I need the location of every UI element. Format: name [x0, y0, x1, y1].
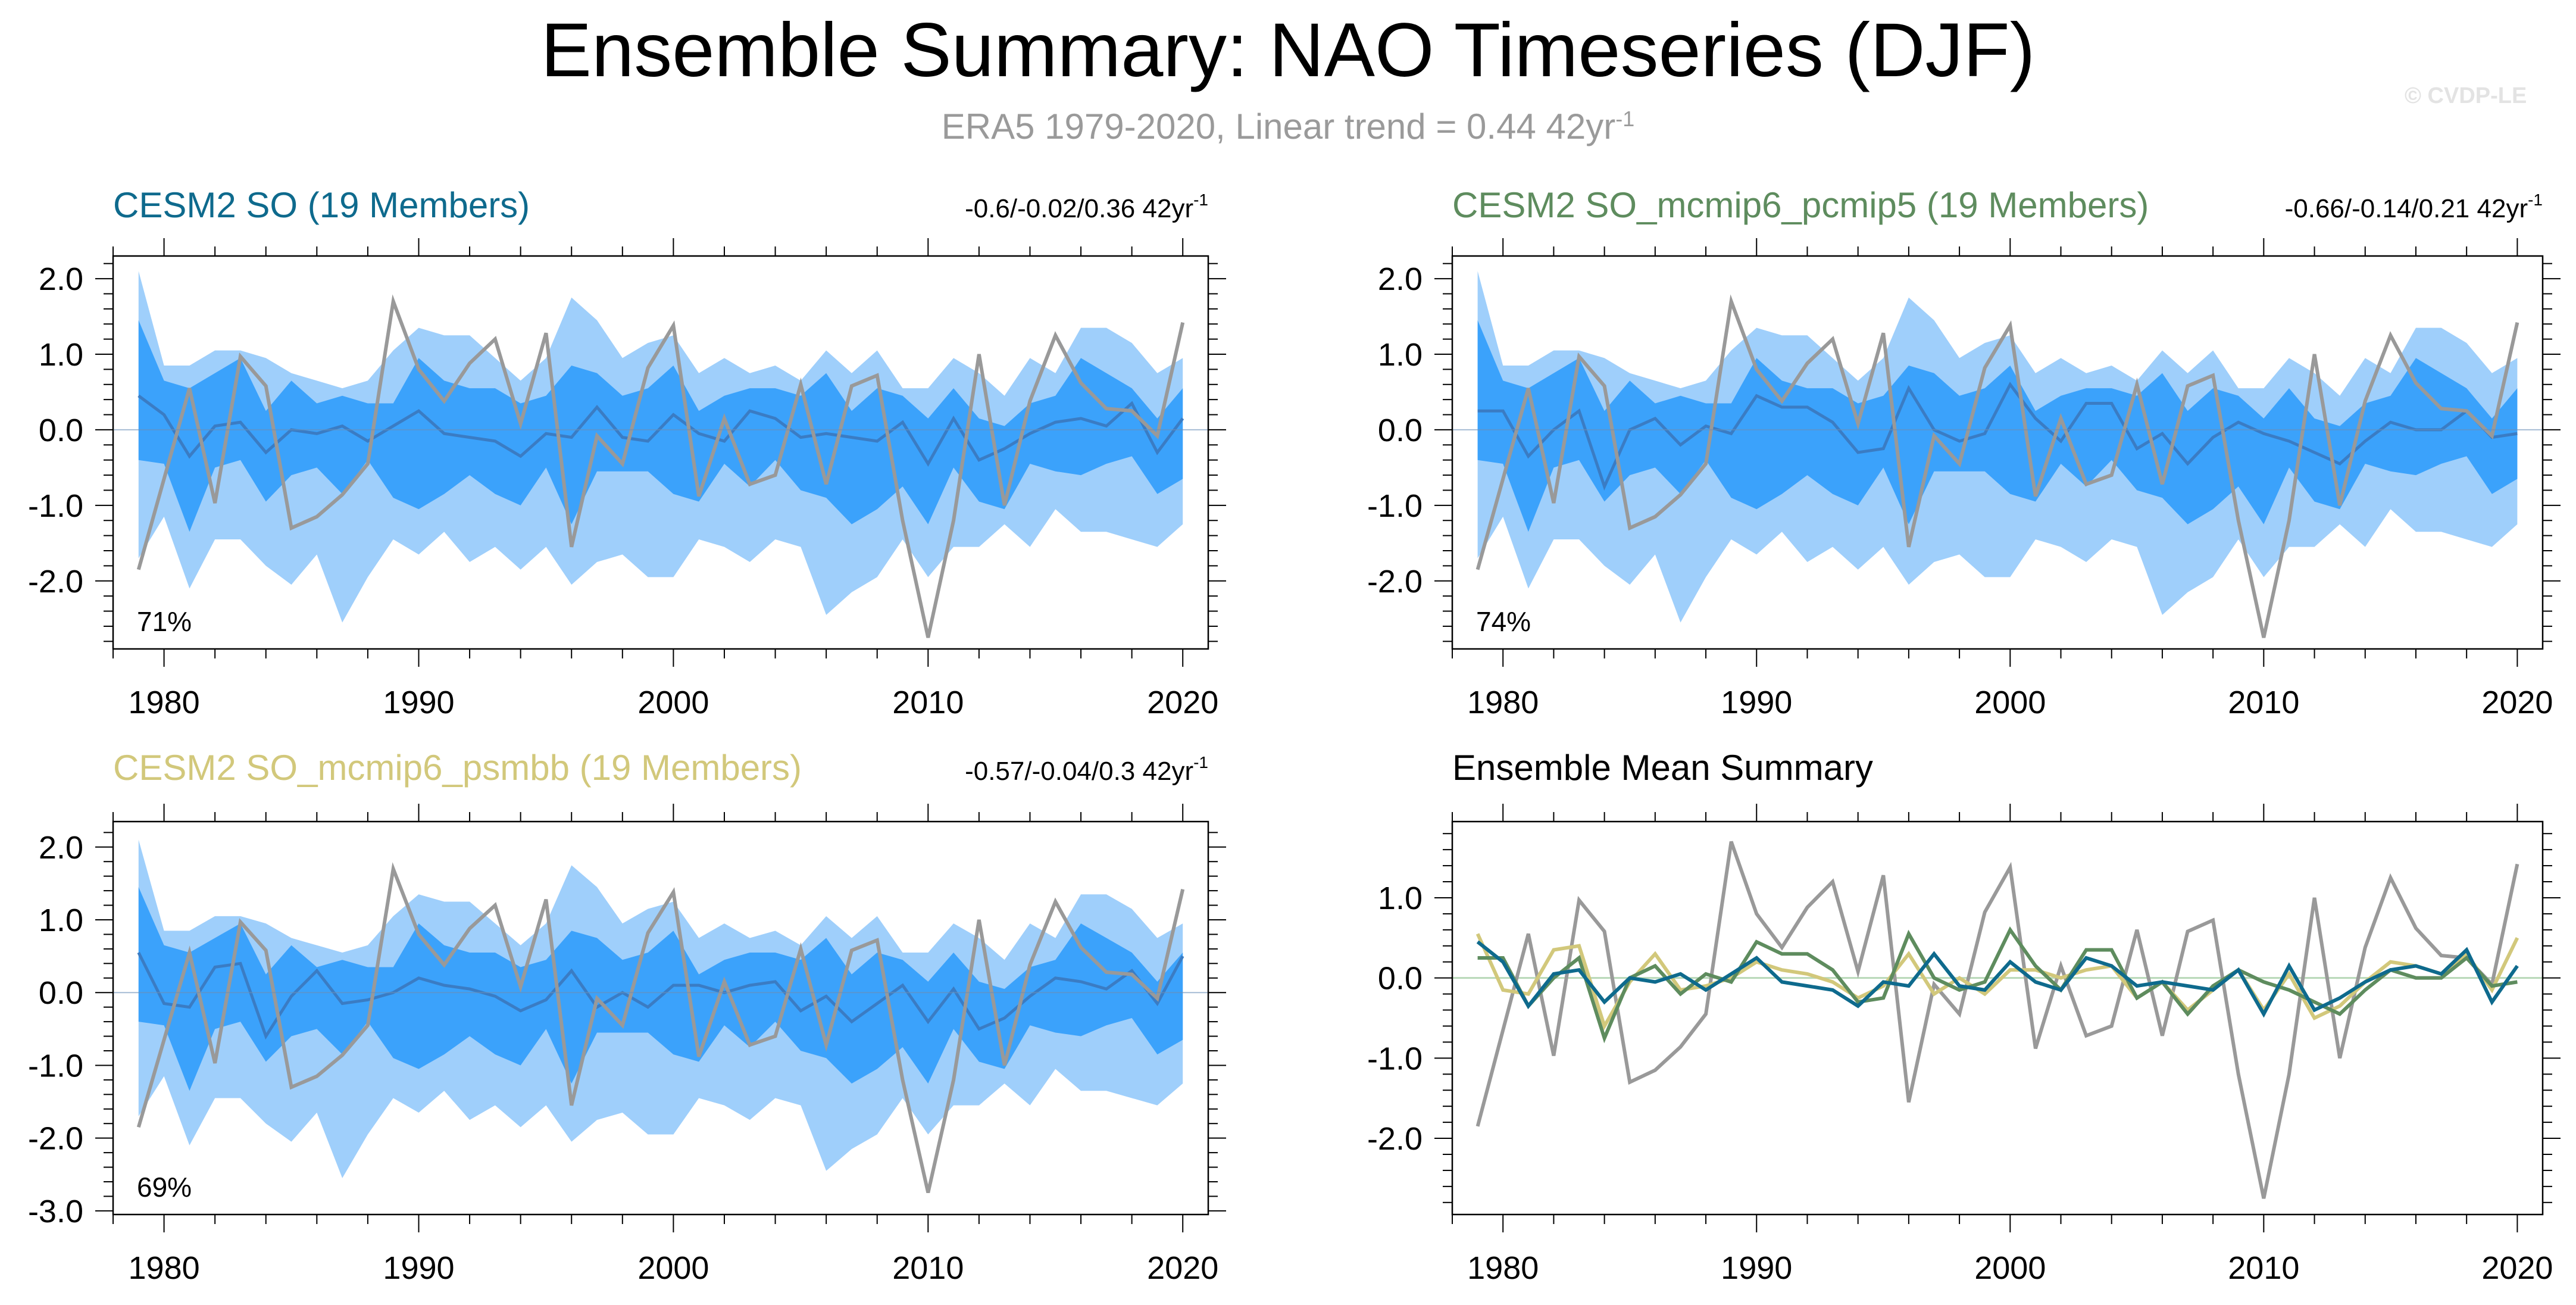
plot-frame [112, 255, 1209, 650]
panel-title: CESM2 SO_mcmip6_pcmip5 (19 Members) [1452, 185, 2149, 225]
y-tick-label: -2.0 [1367, 1121, 1423, 1157]
y-tick-label: 2.0 [1378, 261, 1423, 297]
observed-nao-line [1475, 294, 2519, 638]
ensemble-mean-line [137, 951, 1184, 1040]
plot-frame [1451, 255, 2544, 650]
ensemble-mean-line [137, 394, 1184, 467]
x-tick-label: 1990 [1721, 1250, 1792, 1286]
trend-stats-exponent: -1 [2528, 191, 2543, 209]
panel-2: CESM2 SO_mcmip6_pcmip5 (19 Members) -0.66… [1367, 185, 2561, 720]
x-tick-label: 1990 [1721, 685, 1792, 720]
x-tick-label: 1990 [383, 685, 454, 720]
x-tick-label: 2010 [2228, 1250, 2299, 1286]
y-tick-label: -1.0 [28, 488, 83, 524]
y-tick-label: 2.0 [39, 261, 83, 297]
trend-stats-exponent: -1 [1193, 191, 1208, 209]
panel-1: CESM2 SO (19 Members) -0.6/-0.02/0.36 42y… [28, 185, 1226, 720]
y-tick-label: -3.0 [28, 1194, 83, 1229]
trend-stats-text: -0.66/-0.14/0.21 42yr [2285, 194, 2528, 223]
x-tick-label: 1990 [383, 1250, 454, 1286]
panel-title: Ensemble Mean Summary [1452, 748, 1873, 788]
y-tick-label: 0.0 [1378, 413, 1423, 448]
copyright-watermark: © CVDP-LE [2405, 83, 2527, 108]
observed-nao-line [136, 862, 1185, 1193]
x-tick-label: 1980 [129, 1250, 200, 1286]
x-tick-label: 2010 [892, 1250, 964, 1286]
psmbb-mean-line [1475, 933, 2519, 1031]
figure-title: Ensemble Summary: NAO Timeseries (DJF) [540, 8, 2036, 93]
x-tick-label: 2020 [1147, 1250, 1218, 1286]
y-tick-label: -1.0 [1367, 1041, 1423, 1076]
panel-3: CESM2 SO_mcmip6_psmbb (19 Members) -0.57/… [28, 748, 1226, 1286]
plot-area [113, 271, 1208, 638]
y-tick-label: 1.0 [39, 903, 83, 938]
trend-stats: -0.66/-0.14/0.21 42yr-1 [2285, 191, 2543, 223]
ensemble-mean-line [1477, 382, 2518, 491]
x-tick-label: 2000 [1974, 685, 2046, 720]
x-tick-label: 2020 [2481, 685, 2553, 720]
pcmip5-mean-line [1477, 926, 2518, 1044]
y-tick-label: -1.0 [1367, 488, 1423, 524]
x-tick-label: 1980 [129, 685, 200, 720]
subtitle-text: ERA5 1979-2020, Linear trend = 0.44 42yr [941, 107, 1616, 146]
y-tick-label: -2.0 [28, 564, 83, 600]
y-tick-label: 0.0 [39, 975, 83, 1011]
observed-nao-line [136, 294, 1185, 638]
panel-title: CESM2 SO_mcmip6_psmbb (19 Members) [113, 748, 802, 788]
trend-stats-text: -0.6/-0.02/0.36 42yr [965, 194, 1193, 223]
plot-area [1452, 271, 2543, 638]
percent-label: 69% [137, 1172, 192, 1203]
y-tick-label: 0.0 [1378, 961, 1423, 997]
so-mean-line [1476, 940, 2519, 1018]
trend-stats-text: -0.57/-0.04/0.3 42yr [965, 757, 1193, 786]
y-tick-label: -2.0 [1367, 564, 1423, 600]
y-tick-label: 0.0 [39, 413, 83, 448]
y-tick-label: 1.0 [39, 337, 83, 373]
percent-label: 74% [1476, 606, 1531, 637]
plot-frame [112, 820, 1209, 1216]
panel-4: Ensemble Mean Summary 1.0 0.0 -1.0 -2.0 1980 1… [1367, 748, 2561, 1286]
percent-label: 71% [137, 606, 192, 637]
subtitle-exponent: -1 [1615, 107, 1635, 131]
y-tick-label: 1.0 [1378, 881, 1423, 916]
x-tick-label: 2020 [1147, 685, 1218, 720]
trend-stats-exponent: -1 [1193, 753, 1208, 772]
figure-subtitle: ERA5 1979-2020, Linear trend = 0.44 42yr… [0, 95, 2576, 151]
observed-nao-line [1475, 841, 2519, 1199]
inner-spread-band [138, 887, 1183, 1091]
x-tick-label: 2010 [2228, 685, 2299, 720]
x-tick-label: 2000 [637, 1250, 709, 1286]
plot-frame [1451, 820, 2544, 1216]
x-tick-label: 1980 [1467, 685, 1539, 720]
x-tick-label: 2010 [892, 685, 964, 720]
x-tick-label: 1980 [1467, 1250, 1539, 1286]
y-tick-label: -2.0 [28, 1121, 83, 1157]
trend-stats: -0.57/-0.04/0.3 42yr-1 [965, 753, 1208, 786]
plot-area [1452, 841, 2543, 1199]
x-tick-label: 2000 [1974, 1250, 2046, 1286]
inner-spread-band [1477, 320, 2518, 532]
y-tick-label: -1.0 [28, 1048, 83, 1084]
trend-stats: -0.6/-0.02/0.36 42yr-1 [965, 191, 1208, 223]
x-tick-label: 2020 [2481, 1250, 2553, 1286]
y-tick-label: 1.0 [1378, 337, 1423, 373]
plot-area [113, 839, 1208, 1193]
y-tick-label: 2.0 [39, 830, 83, 866]
panel-title: CESM2 SO (19 Members) [113, 185, 530, 225]
x-tick-label: 2000 [637, 685, 709, 720]
